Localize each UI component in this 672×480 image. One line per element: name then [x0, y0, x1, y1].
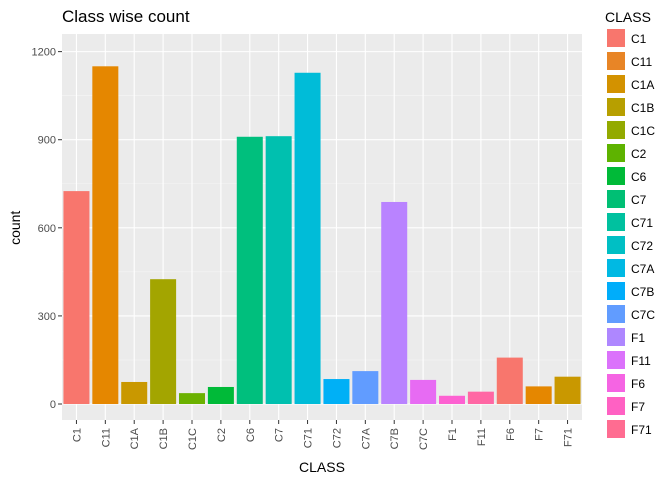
x-tick-label: C7A — [360, 427, 372, 449]
bar-c72 — [323, 379, 350, 404]
bar-c6 — [236, 136, 263, 404]
legend-label-c1: C1 — [631, 32, 647, 46]
legend-label-c71: C71 — [631, 216, 653, 230]
legend-label-f7: F7 — [631, 400, 645, 414]
legend-key-c1b — [607, 98, 625, 116]
x-tick-label: C7 — [274, 428, 286, 442]
bar-c71 — [294, 72, 321, 404]
legend-label-c1c: C1C — [631, 124, 655, 138]
bar-c7 — [265, 136, 292, 404]
legend-key-c7c — [607, 305, 625, 323]
y-axis: 0 300 600 900 1200 — [32, 47, 62, 411]
bar-f7 — [525, 386, 552, 404]
legend-label-c1a: C1A — [631, 78, 654, 92]
legend-key-c7 — [607, 190, 625, 208]
legend-label-c7: C7 — [631, 193, 647, 207]
x-tick-label: F7 — [534, 428, 546, 441]
legend-key-c7a — [607, 259, 625, 277]
bar-c1c — [179, 393, 205, 404]
legend-key-f1 — [607, 328, 625, 346]
bar-c7b — [381, 201, 408, 404]
legend-key-f11 — [607, 351, 625, 369]
x-tick-label: C7B — [389, 428, 401, 449]
legend-key-f71 — [607, 420, 625, 438]
legend-key-f7 — [607, 397, 625, 415]
bar-c1 — [63, 191, 90, 404]
bar-c1b — [150, 279, 177, 404]
x-tick-label: C72 — [331, 428, 343, 448]
legend-key-c1a — [607, 75, 625, 93]
bar-c2 — [207, 386, 234, 404]
x-tick-label: C1A — [129, 427, 141, 449]
legend-label-c7a: C7A — [631, 262, 654, 276]
legend: CLASS C1 C11 C1A C1B C1C C2 C6 C7 C71 C72 C7A C7B C7… — [605, 9, 655, 438]
legend-key-c2 — [607, 144, 625, 162]
legend-label-f6: F6 — [631, 377, 645, 391]
legend-label-c72: C72 — [631, 239, 653, 253]
legend-label-c6: C6 — [631, 170, 647, 184]
x-tick-label: C1 — [71, 428, 83, 442]
legend-label-f71: F71 — [631, 423, 652, 437]
bar-c7c — [410, 379, 437, 404]
plot-panel — [62, 34, 582, 420]
bars — [63, 66, 581, 405]
bar-f1 — [439, 395, 465, 404]
legend-label-c7c: C7C — [631, 308, 655, 322]
legend-key-f6 — [607, 374, 625, 392]
bar-f6 — [496, 357, 523, 404]
x-tick-label: F6 — [505, 428, 517, 441]
y-tick-label: 900 — [38, 135, 56, 147]
x-tick-label: C11 — [100, 428, 112, 447]
x-tick-label: F1 — [447, 428, 459, 441]
x-tick-label: C6 — [245, 428, 257, 442]
y-axis-title: count — [7, 211, 23, 245]
y-tick-label: 1200 — [32, 47, 56, 59]
legend-label-f11: F11 — [631, 354, 651, 368]
x-axis: C1 C11 C1A C1B C1C C2 C6 C7 C71 C72 C7A C7B C7C F1 F11… — [71, 420, 575, 450]
x-tick-label: F11 — [476, 428, 488, 446]
legend-key-c1c — [607, 121, 625, 139]
x-tick-label: C71 — [303, 428, 315, 448]
x-tick-label: C1C — [187, 428, 199, 450]
bar-c1a — [121, 381, 148, 404]
legend-key-c6 — [607, 167, 625, 185]
legend-key-c72 — [607, 236, 625, 254]
legend-label-c2: C2 — [631, 147, 647, 161]
legend-key-c1 — [607, 29, 625, 47]
y-tick-label: 0 — [50, 399, 56, 411]
bar-f71 — [554, 376, 581, 404]
legend-label-c11: C11 — [631, 55, 652, 69]
legend-key-c71 — [607, 213, 625, 231]
y-tick-label: 300 — [38, 311, 56, 323]
bar-f11 — [467, 391, 494, 404]
x-axis-title: CLASS — [299, 459, 345, 475]
legend-key-c11 — [607, 52, 625, 70]
legend-label-c7b: C7B — [631, 285, 654, 299]
legend-label-c1b: C1B — [631, 101, 654, 115]
x-tick-label: F71 — [563, 428, 575, 447]
legend-title: CLASS — [605, 9, 651, 25]
chart-title: Class wise count — [62, 7, 190, 26]
legend-key-c7b — [607, 282, 625, 300]
bar-c11 — [92, 66, 119, 405]
legend-label-f1: F1 — [631, 331, 645, 345]
bar-c7a — [352, 371, 379, 404]
y-tick-label: 600 — [38, 223, 56, 235]
x-tick-label: C7C — [418, 428, 430, 450]
x-tick-label: C1B — [158, 428, 170, 449]
x-tick-label: C2 — [216, 428, 228, 442]
